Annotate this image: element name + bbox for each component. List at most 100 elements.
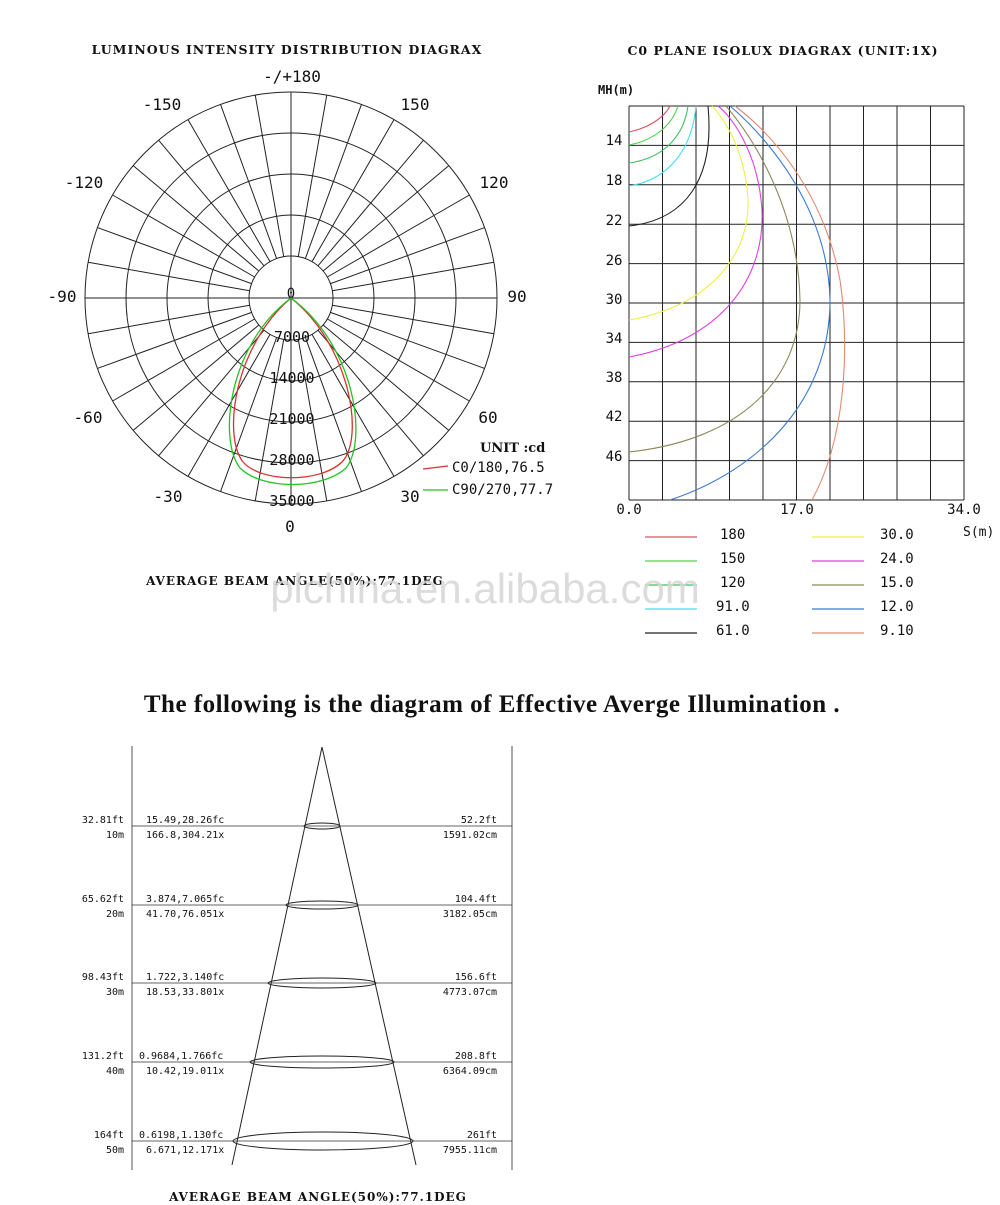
isolux-y-ticks: 14 18 22 26 30 34 38 42 46 bbox=[606, 133, 623, 465]
angle-label-150: 150 bbox=[401, 95, 430, 114]
illum-lx: 166.8,304.21x bbox=[146, 830, 224, 841]
height-m: 50m bbox=[106, 1145, 124, 1156]
diameter-ft: 156.6ft bbox=[455, 972, 497, 983]
cone-left-edge bbox=[231, 746, 323, 1166]
polar-spoke bbox=[332, 304, 494, 335]
polar-spoke bbox=[132, 324, 260, 431]
y-tick: 26 bbox=[606, 253, 623, 269]
radial-label-14000: 14000 bbox=[269, 369, 314, 387]
polar-spoke bbox=[220, 104, 278, 259]
contour-91 bbox=[628, 105, 697, 187]
illumination-row-30m: 98.43ft 30m 1.722,3.140fc 18.53,33.801x … bbox=[82, 972, 512, 998]
beam-ellipse bbox=[249, 1055, 395, 1069]
angle-label-neg30: -30 bbox=[154, 487, 183, 506]
height-ft: 131.2ft bbox=[82, 1051, 124, 1062]
polar-spoke bbox=[304, 337, 362, 492]
c0-180-curve bbox=[232, 297, 353, 479]
height-ft: 164ft bbox=[94, 1130, 124, 1141]
polar-spoke bbox=[327, 194, 470, 278]
polar-spoke bbox=[297, 95, 328, 257]
contour-150 bbox=[628, 105, 679, 146]
polar-spoke bbox=[254, 339, 285, 501]
illum-fc: 1.722,3.140fc bbox=[146, 972, 224, 983]
polar-diagram: LUMINOUS INTENSITY DISTRIBUTION DIAGRAX … bbox=[48, 42, 554, 588]
polar-spoke bbox=[112, 318, 255, 402]
illumination-row-10m: 32.81ft 10m 15.49,28.26fc 166.8,304.21x … bbox=[82, 815, 512, 841]
isolux-grid bbox=[628, 105, 965, 501]
illum-fc: 0.6198,1.130fc bbox=[139, 1130, 223, 1141]
radial-label-21000: 21000 bbox=[269, 410, 314, 428]
legend-value: 9.10 bbox=[880, 623, 914, 639]
contour-30 bbox=[628, 105, 749, 321]
y-tick: 22 bbox=[606, 213, 623, 229]
height-m: 20m bbox=[106, 909, 124, 920]
polar-grid bbox=[84, 91, 498, 505]
radial-label-28000: 28000 bbox=[269, 451, 314, 469]
height-ft: 65.62ft bbox=[82, 894, 124, 905]
polar-spoke bbox=[322, 324, 450, 431]
angle-label-0: 0 bbox=[285, 517, 295, 536]
diameter-ft: 208.8ft bbox=[455, 1051, 497, 1062]
angle-label-120: 120 bbox=[480, 173, 509, 192]
polar-spoke bbox=[322, 165, 450, 272]
legend-value: 91.0 bbox=[716, 599, 750, 615]
diameter-cm: 6364.09cm bbox=[443, 1066, 497, 1077]
y-tick: 38 bbox=[606, 370, 623, 386]
illum-lx: 41.70,76.051x bbox=[146, 909, 224, 920]
diameter-cm: 4773.07cm bbox=[443, 987, 497, 998]
angle-label-60: 60 bbox=[478, 408, 497, 427]
angle-label-30: 30 bbox=[400, 487, 419, 506]
watermark: plchina.en.alibaba.com bbox=[270, 565, 700, 612]
polar-spoke bbox=[332, 261, 494, 292]
polar-spoke bbox=[88, 261, 250, 292]
contour-120 bbox=[628, 105, 689, 164]
diameter-ft: 261ft bbox=[467, 1130, 497, 1141]
illumination-rows: 32.81ft 10m 15.49,28.26fc 166.8,304.21x … bbox=[82, 815, 512, 1156]
y-tick: 14 bbox=[606, 133, 623, 149]
contour-61 bbox=[628, 105, 710, 227]
diameter-ft: 104.4ft bbox=[455, 894, 497, 905]
isolux-y-axis-label: MH(m) bbox=[598, 83, 634, 97]
contour-180 bbox=[628, 105, 671, 133]
cone-right-edge bbox=[321, 746, 417, 1166]
y-tick: 18 bbox=[606, 173, 623, 189]
illum-fc: 15.49,28.26fc bbox=[146, 815, 224, 826]
isolux-contours bbox=[628, 105, 846, 501]
height-m: 30m bbox=[106, 987, 124, 998]
diameter-cm: 1591.02cm bbox=[443, 830, 497, 841]
legend-value: 12.0 bbox=[880, 599, 914, 615]
illumination-row-50m: 164ft 50m 0.6198,1.130fc 6.671,12.171x 2… bbox=[94, 1130, 512, 1156]
height-m: 40m bbox=[106, 1066, 124, 1077]
polar-spoke bbox=[132, 165, 260, 272]
polar-spoke bbox=[330, 311, 485, 369]
legend-swatch-c0 bbox=[422, 465, 449, 470]
polar-spoke bbox=[297, 339, 328, 501]
diameter-cm: 3182.05cm bbox=[443, 909, 497, 920]
beam-ellipse bbox=[303, 822, 341, 830]
legend-value: 15.0 bbox=[880, 575, 914, 591]
illumination-heading: The following is the diagram of Effectiv… bbox=[144, 691, 840, 718]
legend-value: 61.0 bbox=[716, 623, 750, 639]
illumination-row-20m: 65.62ft 20m 3.874,7.065fc 41.70,76.051x … bbox=[82, 894, 512, 920]
beam-ellipse bbox=[285, 900, 359, 910]
radial-label-7000: 7000 bbox=[274, 328, 310, 346]
polar-spoke bbox=[187, 119, 271, 262]
polar-spoke bbox=[158, 139, 265, 267]
contour-15 bbox=[628, 105, 801, 453]
y-tick: 30 bbox=[606, 292, 623, 308]
isolux-diagram: C0 PLANE ISOLUX DIAGRAX (UNIT:1X) MH(m) … bbox=[598, 43, 994, 639]
polar-spoke bbox=[330, 227, 485, 285]
angle-label-neg120: -120 bbox=[65, 173, 104, 192]
legend-value: 30.0 bbox=[880, 527, 914, 543]
legend-value: 150 bbox=[720, 551, 745, 567]
illumination-diagram: The following is the diagram of Effectiv… bbox=[82, 691, 840, 1204]
isolux-x-axis-label: S(m) bbox=[963, 525, 994, 540]
beam-ellipse bbox=[267, 977, 377, 989]
polar-spoke bbox=[254, 95, 285, 257]
illum-fc: 0.9684,1.766fc bbox=[139, 1051, 223, 1062]
illum-lx: 18.53,33.801x bbox=[146, 987, 224, 998]
polar-spoke bbox=[97, 311, 252, 369]
angle-label-90: 90 bbox=[507, 287, 526, 306]
height-ft: 32.81ft bbox=[82, 815, 124, 826]
contour-24 bbox=[628, 105, 763, 358]
